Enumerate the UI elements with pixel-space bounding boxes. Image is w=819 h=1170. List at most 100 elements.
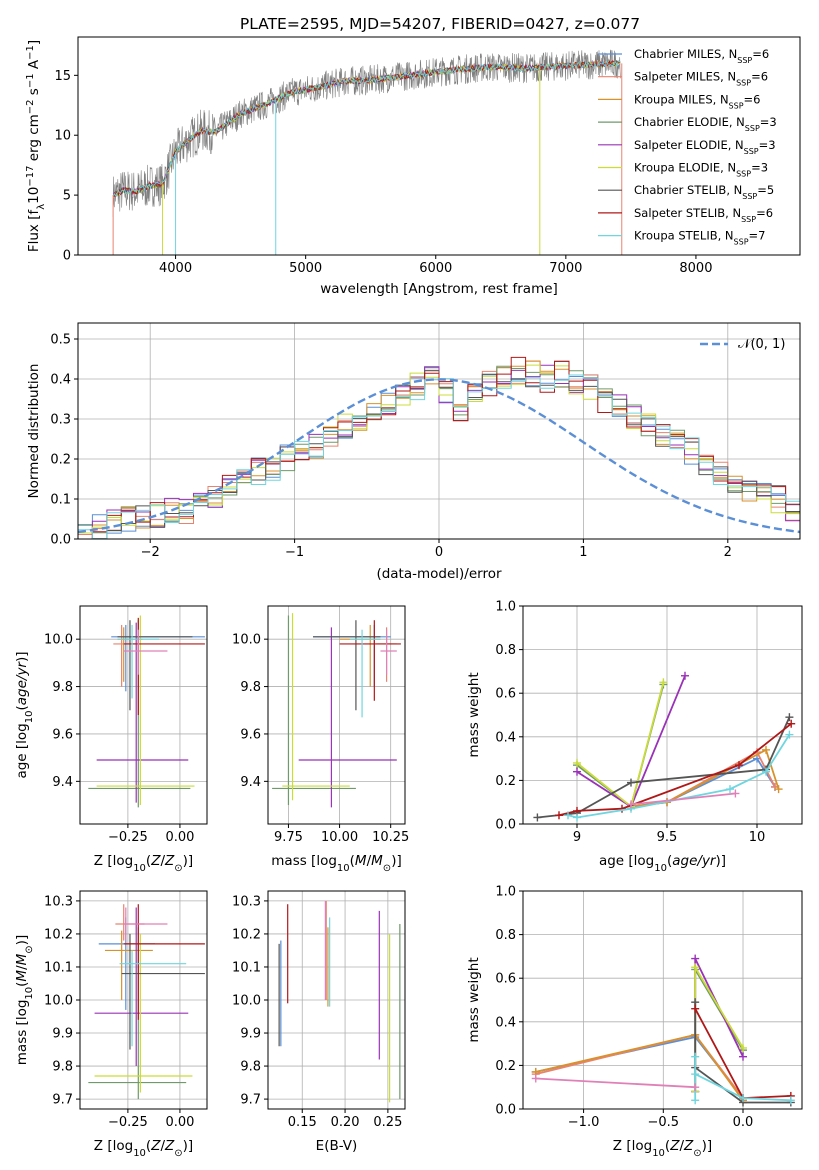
x-tick-label: 0.00 bbox=[165, 830, 194, 845]
y-tick-label: 0.0 bbox=[495, 818, 516, 833]
y-axis-label: mass weight bbox=[466, 672, 482, 757]
x-tick-label: 0.25 bbox=[373, 1115, 402, 1130]
x-tick-label: −1.0 bbox=[568, 1115, 600, 1130]
y-tick-label: 1.0 bbox=[495, 885, 516, 900]
histogram-step bbox=[78, 374, 800, 539]
y-tick-label: 9.7 bbox=[52, 1093, 73, 1108]
weight-marker bbox=[762, 745, 770, 754]
data-spectrum bbox=[112, 49, 621, 217]
weight-line bbox=[694, 1002, 791, 1104]
y-tick-label: 10.0 bbox=[44, 994, 73, 1009]
x-axis-label: Z [log10(Z/Z⊙)] bbox=[94, 853, 193, 874]
y-axis-label: age [log10(age/yr)] bbox=[14, 651, 35, 778]
weight-marker bbox=[555, 811, 563, 820]
y-tick-label: 0.4 bbox=[495, 730, 516, 745]
y-tick-label: 0.2 bbox=[495, 774, 516, 789]
weight-line bbox=[535, 1077, 696, 1089]
y-tick-label: 5 bbox=[63, 189, 71, 204]
weight-marker bbox=[786, 1096, 795, 1105]
y-tick-label: 9.4 bbox=[52, 775, 73, 790]
y-tick-label: 9.6 bbox=[240, 727, 261, 742]
weight-marker bbox=[735, 761, 743, 770]
plot-area bbox=[88, 904, 205, 1100]
y-tick-label: 0.0 bbox=[50, 533, 71, 548]
x-tick-label: 5000 bbox=[289, 261, 322, 276]
y-tick-label: 10.0 bbox=[232, 994, 261, 1009]
weight-marker bbox=[691, 963, 700, 972]
panel-6: 0.15 0.20 0.25 9.7 9.8 9.9 10.0 10.1 10.2 10.3 E(B… bbox=[232, 890, 406, 1154]
weight-marker bbox=[787, 719, 796, 728]
y-tick-label: 9.4 bbox=[240, 775, 261, 790]
weight-marker bbox=[691, 1096, 700, 1105]
figure-title: PLATE=2595, MJD=54207, FIBERID=0427, z=0… bbox=[240, 15, 640, 33]
panel-5: −0.25 0.00 9.7 9.8 9.9 10.0 10.1 10.2 10.3 Z [log… bbox=[14, 890, 208, 1159]
weight-marker bbox=[533, 813, 542, 822]
y-tick-label: 9.6 bbox=[52, 727, 73, 742]
histogram-step bbox=[78, 364, 800, 534]
panel-1: −2 −1 0 1 2 0.0 0.1 0.2 0.3 0.4 0.5 𝒩(0, 1) (data-mo… bbox=[26, 322, 801, 582]
grid bbox=[80, 891, 207, 1109]
x-axis-label: E(B-V) bbox=[316, 1138, 358, 1154]
x-axis-label: wavelength [Angstrom, rest frame] bbox=[320, 281, 558, 297]
axes-frame bbox=[77, 36, 801, 256]
weight-marker bbox=[726, 785, 734, 794]
x-tick-label: 7000 bbox=[549, 261, 582, 276]
weight-line bbox=[535, 1033, 744, 1101]
legend-label: Chabrier STELIB, NSSP=5 bbox=[634, 183, 774, 201]
x-tick-label: 6000 bbox=[419, 261, 452, 276]
weight-marker bbox=[618, 804, 626, 813]
y-tick-label: 0.4 bbox=[495, 1015, 516, 1030]
x-tick-label: 10.00 bbox=[321, 830, 358, 845]
plot-area bbox=[278, 900, 401, 1103]
weight-marker bbox=[627, 800, 635, 809]
weight-marker bbox=[785, 713, 794, 722]
legend-label: 𝒩(0, 1) bbox=[738, 337, 785, 352]
weight-marker bbox=[774, 785, 783, 794]
y-tick-label: 10.3 bbox=[44, 894, 73, 909]
weight-marker bbox=[681, 671, 689, 680]
x-tick-label: 4000 bbox=[159, 261, 192, 276]
weight-line bbox=[630, 792, 736, 806]
axes-frame bbox=[522, 890, 803, 1110]
y-tick-label: 0.2 bbox=[495, 1059, 516, 1074]
x-tick-label: −0.25 bbox=[108, 830, 148, 845]
weight-marker bbox=[691, 1004, 700, 1013]
axes-frame bbox=[522, 605, 803, 825]
y-tick-label: 0.2 bbox=[50, 453, 71, 468]
weight-marker bbox=[573, 813, 581, 822]
x-axis-label: Z [log10(Z/Z⊙)] bbox=[94, 1138, 193, 1159]
y-tick-label: 10.0 bbox=[232, 633, 261, 648]
weight-marker bbox=[573, 767, 581, 776]
legend-label: Kroupa STELIB, NSSP=7 bbox=[634, 229, 765, 247]
weight-marker bbox=[573, 758, 581, 767]
axes-frame bbox=[267, 605, 406, 825]
x-axis-label: (data-model)/error bbox=[376, 566, 502, 582]
weight-marker bbox=[739, 1052, 748, 1061]
legend-label: Chabrier MILES, NSSP=6 bbox=[634, 47, 769, 65]
y-tick-label: 10.1 bbox=[44, 960, 73, 975]
weight-marker bbox=[762, 767, 770, 776]
axes-frame bbox=[79, 605, 208, 825]
x-tick-label: 0.15 bbox=[288, 1115, 317, 1130]
weight-marker bbox=[739, 1094, 748, 1103]
legend-label: Salpeter MILES, NSSP=6 bbox=[634, 70, 768, 88]
x-tick-label: 2 bbox=[724, 545, 732, 560]
y-tick-label: 0.3 bbox=[50, 413, 71, 428]
x-tick-label: 8000 bbox=[679, 261, 712, 276]
y-tick-label: 10.0 bbox=[44, 633, 73, 648]
weight-marker bbox=[739, 1043, 748, 1052]
x-axis-label: age [log10(age/yr)] bbox=[599, 853, 726, 874]
y-tick-label: 9.8 bbox=[52, 1060, 73, 1075]
y-tick-label: 10.2 bbox=[232, 927, 261, 942]
weight-marker bbox=[691, 1070, 700, 1079]
weight-line bbox=[535, 1033, 744, 1099]
x-tick-label: 9 bbox=[573, 830, 581, 845]
x-tick-label: 9.75 bbox=[274, 830, 303, 845]
y-tick-label: 9.8 bbox=[240, 680, 261, 695]
legend-label: Salpeter ELODIE, NSSP=3 bbox=[634, 138, 776, 156]
plot-area bbox=[78, 356, 800, 539]
y-tick-label: 9.8 bbox=[52, 680, 73, 695]
y-tick-label: 9.9 bbox=[52, 1027, 73, 1042]
x-axis-label: Z [log10(Z/Z⊙)] bbox=[613, 1138, 712, 1159]
y-tick-label: 9.7 bbox=[240, 1093, 261, 1108]
